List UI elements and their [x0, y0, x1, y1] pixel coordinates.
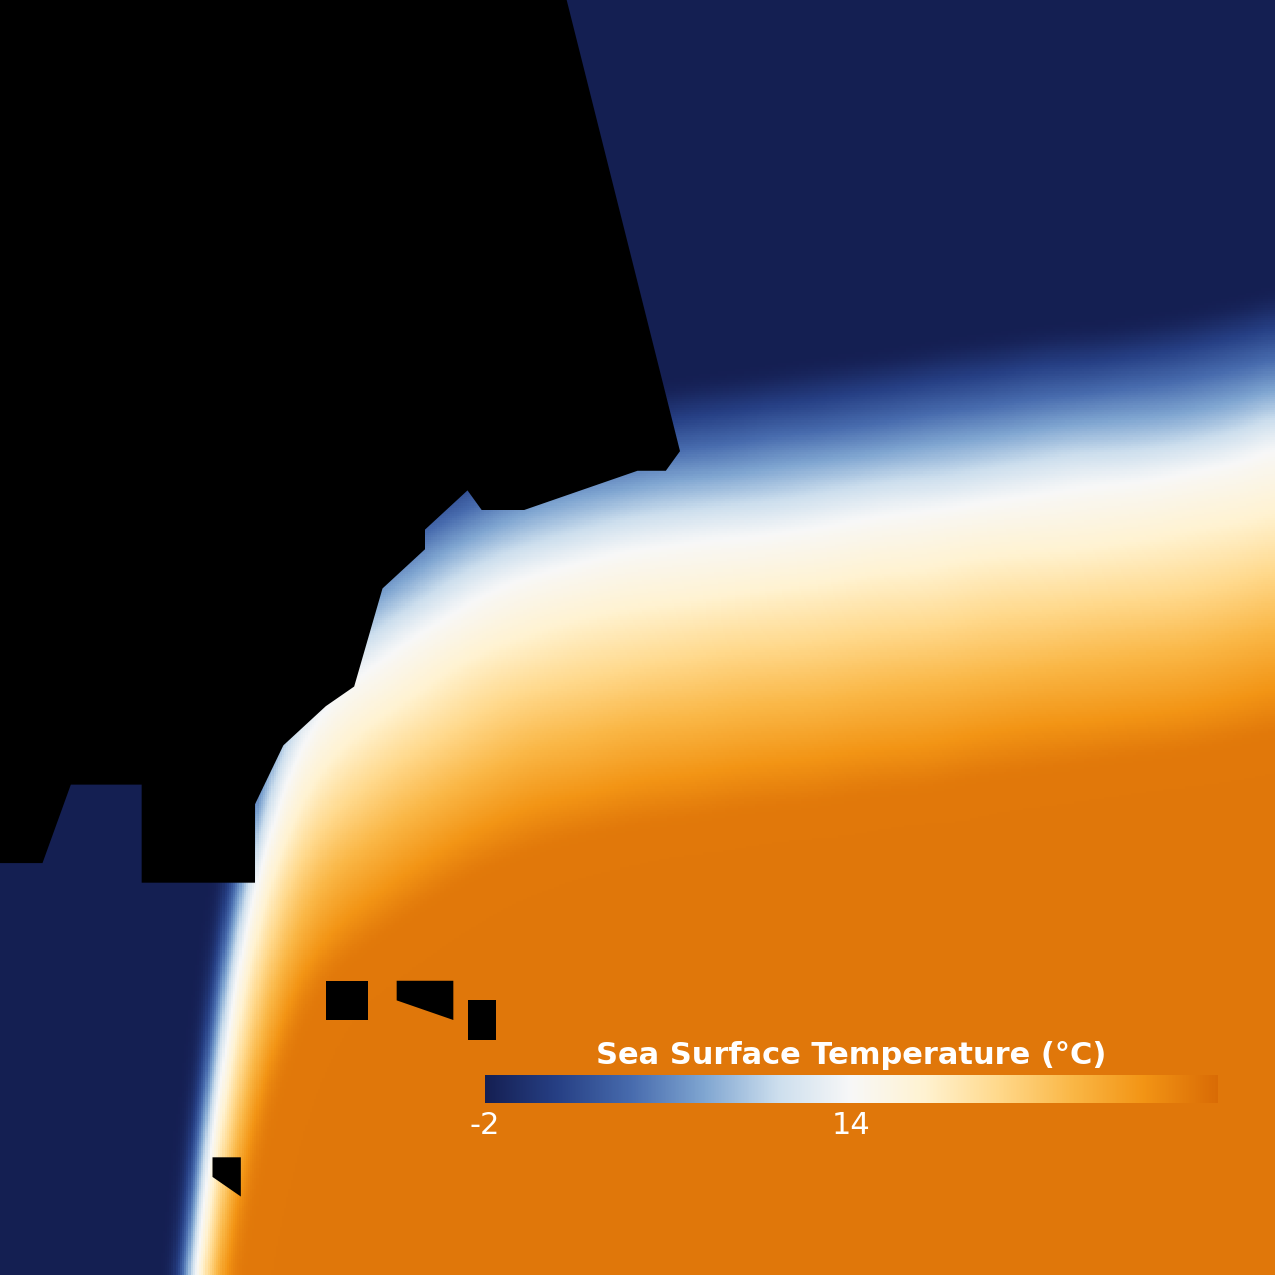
- Polygon shape: [397, 980, 454, 1020]
- Polygon shape: [0, 0, 680, 882]
- Polygon shape: [213, 1158, 241, 1196]
- Polygon shape: [468, 1001, 496, 1039]
- Title: Sea Surface Temperature (°C): Sea Surface Temperature (°C): [595, 1040, 1107, 1070]
- Polygon shape: [326, 980, 368, 1020]
